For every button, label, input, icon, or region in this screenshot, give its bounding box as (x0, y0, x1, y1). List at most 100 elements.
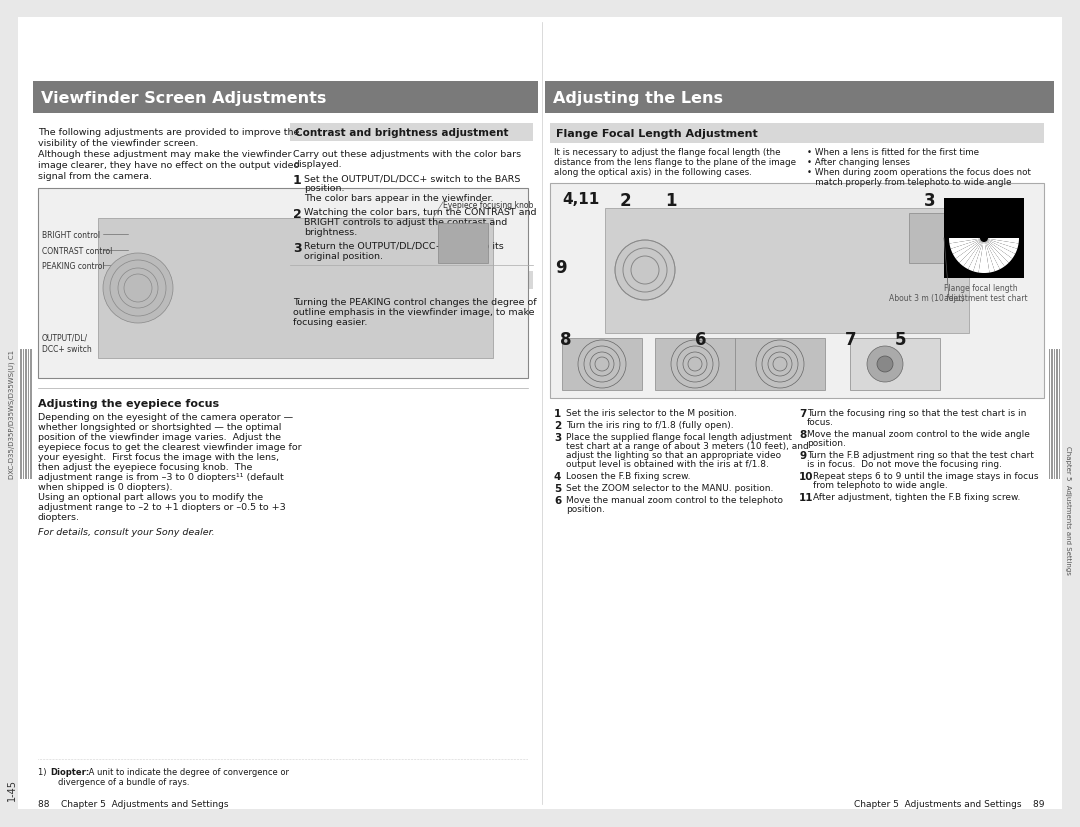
Bar (27, 350, 29, 480)
Text: Eyepiece focusing knob: Eyepiece focusing knob (443, 201, 534, 210)
Wedge shape (984, 239, 1017, 255)
Text: 4,11: 4,11 (562, 192, 599, 207)
Text: 5: 5 (554, 484, 562, 494)
Circle shape (124, 275, 152, 303)
Text: position of the viewfinder image varies.  Adjust the: position of the viewfinder image varies.… (38, 433, 281, 442)
Text: Adjusting the Lens: Adjusting the Lens (553, 90, 723, 105)
Text: Viewfinder Screen Adjustments: Viewfinder Screen Adjustments (41, 90, 326, 105)
Text: DCC+ switch: DCC+ switch (42, 345, 92, 354)
Text: CONTRAST control: CONTRAST control (42, 246, 112, 256)
Text: 5: 5 (895, 331, 906, 348)
Text: Turn the iris ring to f/1.8 (fully open).: Turn the iris ring to f/1.8 (fully open)… (566, 420, 733, 429)
Text: Turn the focusing ring so that the test chart is in: Turn the focusing ring so that the test … (807, 409, 1026, 418)
Text: your eyesight.  First focus the image with the lens,: your eyesight. First focus the image wit… (38, 452, 279, 461)
Bar (1049, 350, 1050, 480)
Text: Turning the PEAKING control changes the degree of: Turning the PEAKING control changes the … (293, 298, 537, 307)
Circle shape (110, 261, 166, 317)
Bar (25, 350, 27, 480)
Wedge shape (984, 239, 1004, 270)
Wedge shape (984, 239, 1009, 267)
Bar (33, 82, 538, 114)
Text: 2: 2 (293, 208, 301, 221)
Text: signal from the camera.: signal from the camera. (38, 172, 152, 181)
Text: Set the OUTPUT/DL/DCC+ switch to the BARS: Set the OUTPUT/DL/DCC+ switch to the BAR… (303, 174, 521, 183)
Text: 7: 7 (845, 331, 856, 348)
Text: BRIGHT control: BRIGHT control (42, 231, 100, 240)
Bar (23, 350, 24, 480)
Wedge shape (984, 239, 1018, 250)
Text: 8: 8 (561, 331, 571, 348)
Text: It is necessary to adjust the flange focal length (the: It is necessary to adjust the flange foc… (554, 148, 781, 157)
Bar (550, 184, 1044, 399)
Text: Set the ZOOM selector to the MANU. position.: Set the ZOOM selector to the MANU. posit… (566, 484, 773, 492)
Text: After adjustment, tighten the F.B fixing screw.: After adjustment, tighten the F.B fixing… (813, 492, 1021, 501)
Text: 11: 11 (799, 492, 813, 502)
Text: Move the manual zoom control to the wide angle: Move the manual zoom control to the wide… (807, 429, 1030, 438)
Text: divergence of a bundle of rays.: divergence of a bundle of rays. (58, 777, 189, 786)
Text: 7: 7 (799, 409, 807, 418)
Bar (735, 338, 825, 390)
Text: Loosen the F.B fixing screw.: Loosen the F.B fixing screw. (566, 471, 690, 480)
Wedge shape (973, 239, 984, 273)
Text: position.: position. (807, 438, 846, 447)
Text: Place the supplied flange focal length adjustment: Place the supplied flange focal length a… (566, 433, 792, 442)
Text: 10: 10 (799, 471, 813, 481)
Text: Carry out these adjustments with the color bars: Carry out these adjustments with the col… (293, 150, 522, 159)
Text: 6: 6 (696, 331, 706, 348)
Bar (291, 124, 534, 141)
Text: 3: 3 (554, 433, 562, 442)
Text: Outline emphasis adjustment: Outline emphasis adjustment (295, 275, 468, 285)
Wedge shape (984, 239, 1012, 264)
Text: visibility of the viewfinder screen.: visibility of the viewfinder screen. (38, 139, 199, 148)
Wedge shape (978, 239, 984, 274)
Bar (909, 213, 964, 264)
Wedge shape (984, 239, 989, 274)
Text: • When during zoom operations the focus does not: • When during zoom operations the focus … (807, 168, 1031, 177)
Bar (545, 82, 1054, 114)
Bar (850, 338, 940, 390)
Text: test chart at a range of about 3 meters (10 feet), and: test chart at a range of about 3 meters … (566, 442, 809, 451)
Text: adjustment test chart: adjustment test chart (944, 294, 1028, 303)
Text: 3: 3 (293, 241, 301, 255)
Text: 9: 9 (555, 259, 567, 277)
Text: • After changing lenses: • After changing lenses (807, 158, 910, 167)
Text: adjust the lighting so that an appropriate video: adjust the lighting so that an appropria… (566, 451, 781, 460)
Text: Flange Focal Length Adjustment: Flange Focal Length Adjustment (556, 129, 758, 139)
Text: Repeat steps 6 to 9 until the image stays in focus: Repeat steps 6 to 9 until the image stay… (813, 471, 1039, 480)
Text: The color bars appear in the viewfinder.: The color bars appear in the viewfinder. (303, 194, 494, 203)
Wedge shape (984, 239, 1000, 272)
Text: 2: 2 (554, 420, 562, 431)
Text: displayed.: displayed. (293, 160, 341, 169)
Text: The following adjustments are provided to improve the: The following adjustments are provided t… (38, 128, 299, 136)
Wedge shape (949, 239, 984, 250)
Text: Chapter 5  Adjustments and Settings    89: Chapter 5 Adjustments and Settings 89 (853, 799, 1044, 808)
Text: OUTPUT/DL/: OUTPUT/DL/ (42, 333, 89, 342)
Text: adjustment range to –2 to +1 diopters or –0.5 to +3: adjustment range to –2 to +1 diopters or… (38, 502, 286, 511)
Circle shape (615, 241, 675, 301)
Text: is in focus.  Do not move the focusing ring.: is in focus. Do not move the focusing ri… (807, 460, 1002, 468)
Wedge shape (950, 239, 984, 255)
Wedge shape (949, 239, 984, 244)
Bar (21, 350, 22, 480)
Circle shape (877, 356, 893, 372)
Text: Contrast and brightness adjustment: Contrast and brightness adjustment (295, 128, 509, 138)
Text: Set the iris selector to the M position.: Set the iris selector to the M position. (566, 409, 737, 418)
Text: 1: 1 (665, 192, 676, 210)
Text: position.: position. (303, 184, 345, 193)
Text: outline emphasis in the viewfinder image, to make: outline emphasis in the viewfinder image… (293, 308, 535, 317)
Text: Using an optional part allows you to modify the: Using an optional part allows you to mod… (38, 492, 264, 501)
Wedge shape (953, 239, 984, 259)
Text: • When a lens is fitted for the first time: • When a lens is fitted for the first ti… (807, 148, 978, 157)
Text: Chapter 5  Adjustments and Settings: Chapter 5 Adjustments and Settings (1065, 445, 1071, 574)
Text: 4: 4 (554, 471, 562, 481)
Text: output level is obtained with the iris at f/1.8.: output level is obtained with the iris a… (566, 460, 769, 468)
Text: For details, consult your Sony dealer.: For details, consult your Sony dealer. (38, 528, 215, 537)
Text: match properly from telephoto to wide angle: match properly from telephoto to wide an… (807, 178, 1011, 187)
Text: A unit to indicate the degree of convergence or: A unit to indicate the degree of converg… (86, 767, 289, 776)
Wedge shape (984, 239, 995, 273)
Text: focusing easier.: focusing easier. (293, 318, 367, 327)
Text: Watching the color bars, turn the CONTRAST and: Watching the color bars, turn the CONTRA… (303, 208, 537, 217)
Text: 8: 8 (799, 429, 807, 439)
Circle shape (103, 254, 173, 323)
Text: PEAKING control: PEAKING control (42, 261, 105, 270)
